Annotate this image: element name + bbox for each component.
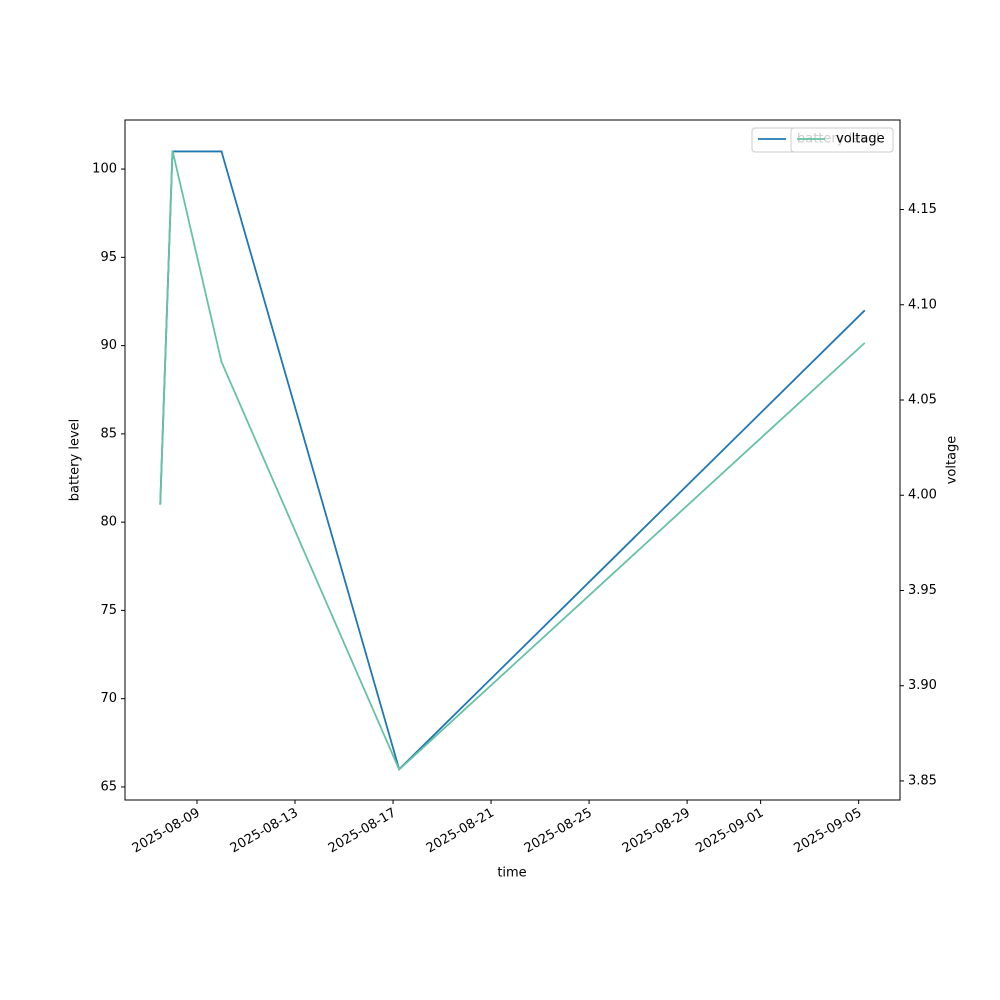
y-axis-label: battery level bbox=[68, 419, 83, 502]
y-tick-label: 65 bbox=[100, 779, 117, 794]
series-line bbox=[159, 150, 866, 772]
y2-tick-label: 4.05 bbox=[908, 393, 937, 408]
y-tick-label: 100 bbox=[92, 162, 117, 177]
y2-tick-label: 3.90 bbox=[908, 678, 937, 693]
y2-tick-label: 3.85 bbox=[908, 773, 937, 788]
y2-tick-label: 4.15 bbox=[908, 202, 937, 217]
y-tick-label: 80 bbox=[100, 515, 117, 530]
x-tick-label: 2025-08-17 bbox=[326, 806, 399, 857]
legend-box bbox=[790, 127, 894, 153]
series-line bbox=[159, 150, 866, 771]
x-tick-label: 2025-08-13 bbox=[228, 806, 301, 857]
x-tick-label: 2025-09-05 bbox=[791, 806, 864, 857]
y2-axis-label: voltage bbox=[945, 436, 960, 485]
x-tick-label: 2025-08-09 bbox=[130, 806, 203, 857]
x-axis-label: time bbox=[497, 866, 526, 881]
x-tick-label: 2025-08-25 bbox=[522, 806, 595, 857]
x-tick-label: 2025-09-01 bbox=[693, 806, 766, 857]
y-tick-label: 85 bbox=[100, 426, 117, 441]
plot-frame bbox=[124, 119, 901, 801]
y2-tick-label: 3.95 bbox=[908, 583, 937, 598]
y2-tick-label: 4.10 bbox=[908, 297, 937, 312]
y2-tick-label: 4.00 bbox=[908, 488, 937, 503]
y-tick-label: 70 bbox=[100, 691, 117, 706]
y-tick-label: 95 bbox=[100, 250, 117, 265]
y-tick-label: 75 bbox=[100, 603, 117, 618]
x-tick-label: 2025-08-21 bbox=[424, 806, 497, 857]
y-tick-label: 90 bbox=[100, 338, 117, 353]
legend-label: voltage bbox=[836, 132, 885, 147]
x-tick-label: 2025-08-29 bbox=[620, 806, 693, 857]
